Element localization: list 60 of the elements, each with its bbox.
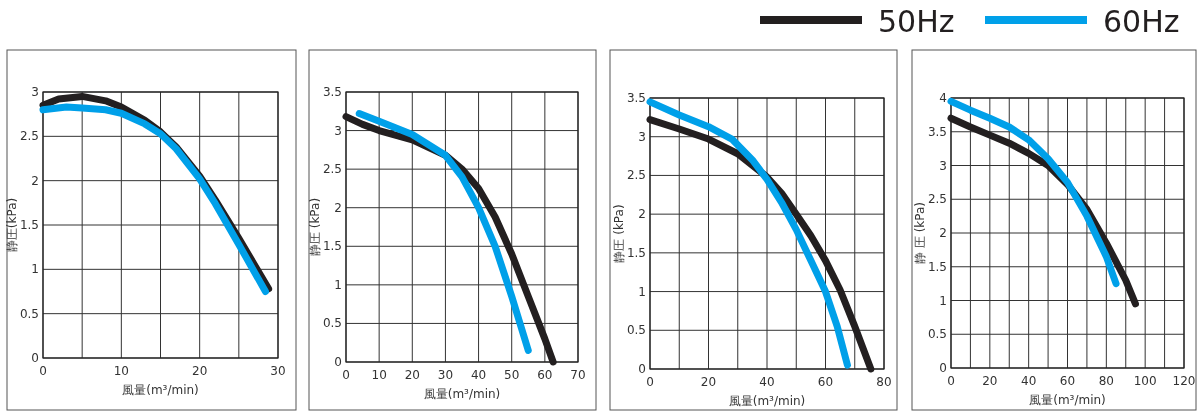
x-tick-label: 40 bbox=[759, 375, 775, 389]
x-tick-label: 120 bbox=[1172, 374, 1196, 388]
y-axis-title: 静 圧 (kPa) bbox=[913, 202, 927, 264]
y-tick-label: 4 bbox=[939, 91, 947, 105]
x-tick-label: 80 bbox=[876, 375, 892, 389]
x-tick-label: 30 bbox=[437, 368, 454, 382]
x-tick-label: 70 bbox=[570, 368, 586, 382]
y-tick-label: 1 bbox=[939, 293, 947, 308]
x-tick-label: 10 bbox=[371, 368, 387, 382]
y-tick-label: 3 bbox=[31, 85, 39, 99]
y-tick-label: 2.5 bbox=[322, 162, 342, 177]
x-tick-label: 50 bbox=[504, 368, 520, 382]
y-tick-label: 2.5 bbox=[626, 168, 646, 183]
x-axis-title: 風量(m³/min) bbox=[728, 394, 806, 408]
y-tick-label: 0.5 bbox=[19, 306, 39, 321]
y-tick-label: 3 bbox=[334, 123, 342, 138]
y-tick-label: 1.5 bbox=[626, 245, 646, 260]
y-tick-label: 2.5 bbox=[927, 192, 947, 207]
y-tick-label: 1.5 bbox=[927, 259, 947, 274]
y-tick-label: 0.5 bbox=[626, 323, 646, 338]
x-axis-title: 風量(m³/min) bbox=[423, 387, 501, 401]
y-tick-label: 2 bbox=[939, 226, 947, 240]
y-tick-label: 1 bbox=[31, 262, 39, 277]
y-axis-title: 静圧(kPa) bbox=[5, 197, 19, 253]
x-tick-label: 60 bbox=[1059, 374, 1076, 388]
y-tick-label: 1 bbox=[334, 277, 342, 292]
y-axis-title: 静圧 (kPa) bbox=[308, 197, 322, 257]
y-tick-label: 0 bbox=[334, 355, 342, 369]
x-tick-label: 60 bbox=[817, 375, 834, 389]
x-tick-label: 30 bbox=[270, 364, 286, 378]
x-tick-label: 80 bbox=[1098, 374, 1114, 388]
x-tick-label: 20 bbox=[192, 364, 208, 378]
x-axis-title: 風量(m³/min) bbox=[122, 383, 199, 397]
y-tick-label: 2 bbox=[638, 207, 646, 222]
y-tick-label: 1.5 bbox=[19, 218, 39, 232]
y-tick-label: 2.5 bbox=[19, 129, 39, 144]
x-tick-label: 100 bbox=[1133, 374, 1157, 388]
y-tick-label: 3.5 bbox=[626, 91, 646, 105]
y-tick-label: 3 bbox=[939, 158, 947, 173]
y-tick-label: 0.5 bbox=[927, 327, 947, 342]
y-axis-title: 静圧 (kPa) bbox=[612, 204, 626, 263]
x-tick-label: 60 bbox=[537, 368, 553, 382]
x-tick-label: 20 bbox=[404, 368, 420, 382]
legend-label: 60Hz bbox=[1103, 4, 1180, 39]
x-tick-label: 20 bbox=[700, 375, 717, 389]
y-tick-label: 1 bbox=[638, 284, 646, 299]
y-tick-label: 3.5 bbox=[927, 124, 947, 139]
x-tick-label: 10 bbox=[113, 364, 129, 378]
y-tick-label: 1.5 bbox=[322, 239, 342, 254]
y-tick-label: 3.5 bbox=[322, 85, 342, 99]
y-tick-label: 0.5 bbox=[322, 316, 342, 331]
legend-label: 50Hz bbox=[878, 4, 955, 39]
x-tick-label: 40 bbox=[470, 368, 487, 382]
y-tick-label: 2 bbox=[31, 173, 39, 188]
x-tick-label: 40 bbox=[1021, 374, 1037, 388]
x-tick-label: 20 bbox=[982, 374, 998, 388]
x-axis-title: 風量(m³/min) bbox=[1029, 393, 1106, 407]
y-tick-label: 0 bbox=[31, 351, 39, 365]
y-tick-label: 3 bbox=[638, 129, 646, 144]
y-tick-label: 2 bbox=[334, 200, 342, 215]
